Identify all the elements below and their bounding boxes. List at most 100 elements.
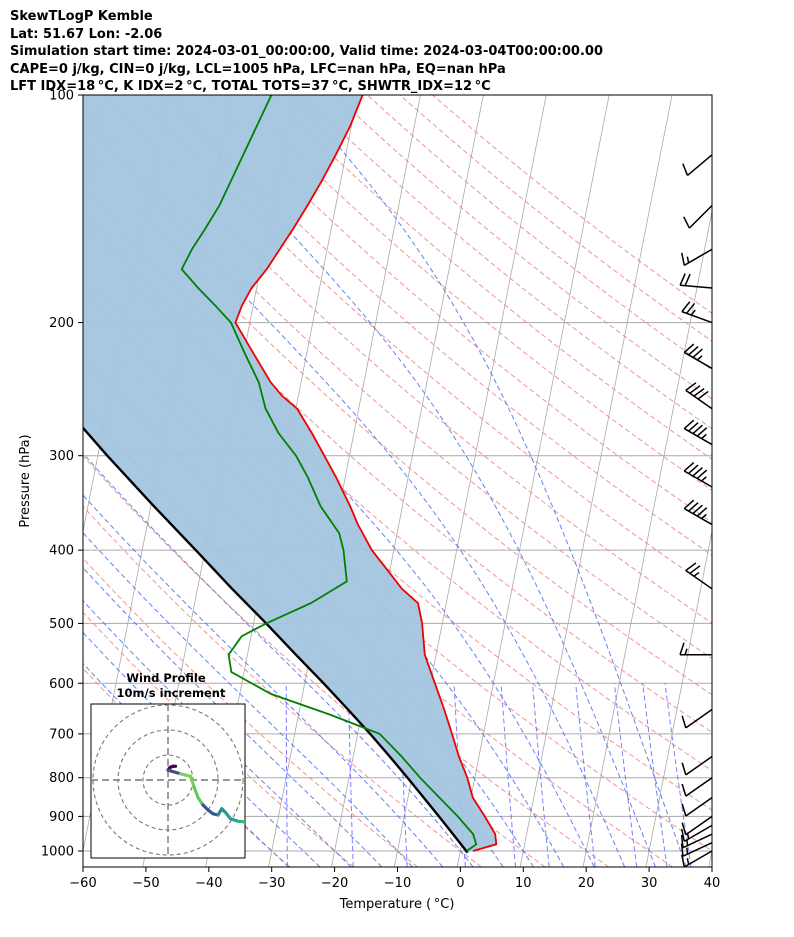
wind-barb-flag [692, 424, 703, 435]
wind-barb-shaft [685, 708, 713, 729]
wind-barb-shaft [685, 815, 713, 836]
wind-barb-flag [682, 163, 689, 176]
location-coordinates: Lat: 51.67 Lon: -2.06 [10, 26, 163, 42]
x-axis-ticks: −60 −50 −40 −30 −20 −10 0 10 20 30 40 [69, 867, 720, 891]
moist-adiabat-line [83, 452, 474, 867]
wind-barb-flag [683, 462, 695, 472]
wind-barb-flag [680, 843, 684, 857]
wind-barb [683, 462, 713, 488]
moist-adiabat-line [83, 662, 290, 867]
wind-barb-half-flag [684, 648, 688, 655]
simulation-times: Simulation start time: 2024-03-01_00:00:… [10, 44, 603, 59]
y-tick-label: 300 [49, 449, 74, 464]
wind-barb-shaft [687, 154, 713, 177]
wind-barb-flag [688, 464, 699, 475]
x-tick-label: 0 [456, 876, 464, 891]
wind-barb-flag [692, 467, 703, 477]
wind-barb-half-flag [701, 433, 707, 440]
y-tick-label: 200 [49, 316, 74, 331]
dry-adiabat-line [269, 95, 712, 460]
cin-shaded-area [83, 95, 497, 853]
wind-barb-flag [679, 273, 686, 286]
wind-barb [679, 642, 712, 656]
x-tick-label: 30 [641, 876, 658, 891]
mixing-ratio-line [285, 683, 288, 867]
wind-barb-flag [696, 427, 708, 437]
isotherm-line [708, 848, 712, 867]
stability-indices: LFT IDX=18 °C, K IDX=2 °C, TOTAL TOTS=37… [10, 79, 491, 94]
wind-barb-half-flag [696, 355, 703, 361]
wind-barb-half-flag [690, 309, 696, 316]
moist-adiabat-line [83, 532, 413, 867]
hodograph-subtitle: 10m/s increment [117, 686, 226, 700]
wind-barb-flag [683, 343, 695, 354]
y-tick-label: 500 [49, 617, 74, 632]
dry-adiabat-line [204, 95, 712, 523]
wind-barb [682, 154, 713, 177]
wind-barb [681, 708, 713, 729]
isotherm-line [268, 95, 421, 867]
hodograph-segment [236, 819, 245, 824]
wind-barb-shaft [685, 755, 713, 776]
dry-adiabat-line [83, 313, 712, 852]
cape-cin-shading [83, 95, 497, 853]
wind-barbs [679, 154, 713, 868]
y-tick-label: 800 [49, 771, 74, 786]
wind-barb-flag [696, 507, 708, 517]
hodograph-segment [188, 774, 196, 790]
wind-barb-half-flag [701, 476, 707, 482]
x-tick-label: 10 [515, 876, 532, 891]
hodograph-inset: Wind Profile 10m/s increment [90, 671, 246, 859]
isotherm-line [456, 95, 610, 867]
wind-barb-flag [689, 565, 701, 574]
moist-adiabat-line [163, 95, 656, 867]
wind-barb-flag [697, 390, 709, 400]
wind-barb-flag [681, 301, 691, 313]
wind-barb [683, 204, 713, 229]
wind-barb [681, 755, 713, 776]
x-tick-label: −60 [69, 876, 96, 891]
isotherm-line [645, 529, 712, 867]
mixing-ratio-line [575, 683, 596, 867]
y-tick-label: 700 [49, 727, 74, 742]
isotherm-line [772, 95, 794, 867]
dewpoint-profile-line [180, 95, 478, 852]
mixing-ratio-line [500, 683, 517, 867]
wind-barb-flag [696, 469, 708, 480]
isotherm-line [582, 209, 712, 867]
wind-barb-flag [681, 822, 687, 835]
wind-barb [681, 248, 713, 266]
temperature-profile-line [234, 95, 498, 852]
chart-title-block: SkewTLogP Kemble Lat: 51.67 Lon: -2.06 S… [10, 8, 603, 96]
y-tick-label: 600 [49, 677, 74, 692]
x-tick-label: −30 [258, 876, 285, 891]
hodograph-trace [166, 764, 245, 824]
wind-barb-flag [688, 422, 699, 432]
wind-barb-flag [681, 783, 687, 797]
wind-barb [685, 382, 713, 410]
moist-adiabat-line [293, 95, 687, 867]
dry-adiabat-line [236, 95, 712, 491]
y-axis-ticks: 1000 900 800 700 600 500 400 300 200 100 [41, 89, 83, 859]
wind-barb-flag [683, 499, 695, 510]
wind-barb-half-flag [686, 847, 689, 855]
x-tick-label: 40 [704, 876, 721, 891]
wind-barb-shaft [685, 777, 713, 797]
mixing-ratio-line [532, 683, 550, 867]
moist-adiabat-line [83, 115, 626, 867]
wind-barb-flag [679, 642, 685, 655]
moist-adiabat-line [83, 567, 383, 867]
wind-barb-flag [681, 252, 686, 266]
y-axis-label: Pressure (hPa) [18, 434, 33, 527]
y-tick-label: 1000 [41, 844, 74, 859]
wind-barb-flag [692, 504, 703, 515]
y-tick-label: 400 [49, 544, 74, 559]
wind-barb-flag [683, 419, 695, 430]
wind-barb [680, 841, 713, 857]
moist-adiabat-line [83, 494, 444, 867]
wind-barb-flag [684, 273, 691, 286]
wind-barb [683, 499, 713, 526]
wind-barb [681, 850, 713, 868]
wind-barb-flag [683, 216, 691, 229]
chart-title: SkewTLogP Kemble [10, 9, 153, 24]
